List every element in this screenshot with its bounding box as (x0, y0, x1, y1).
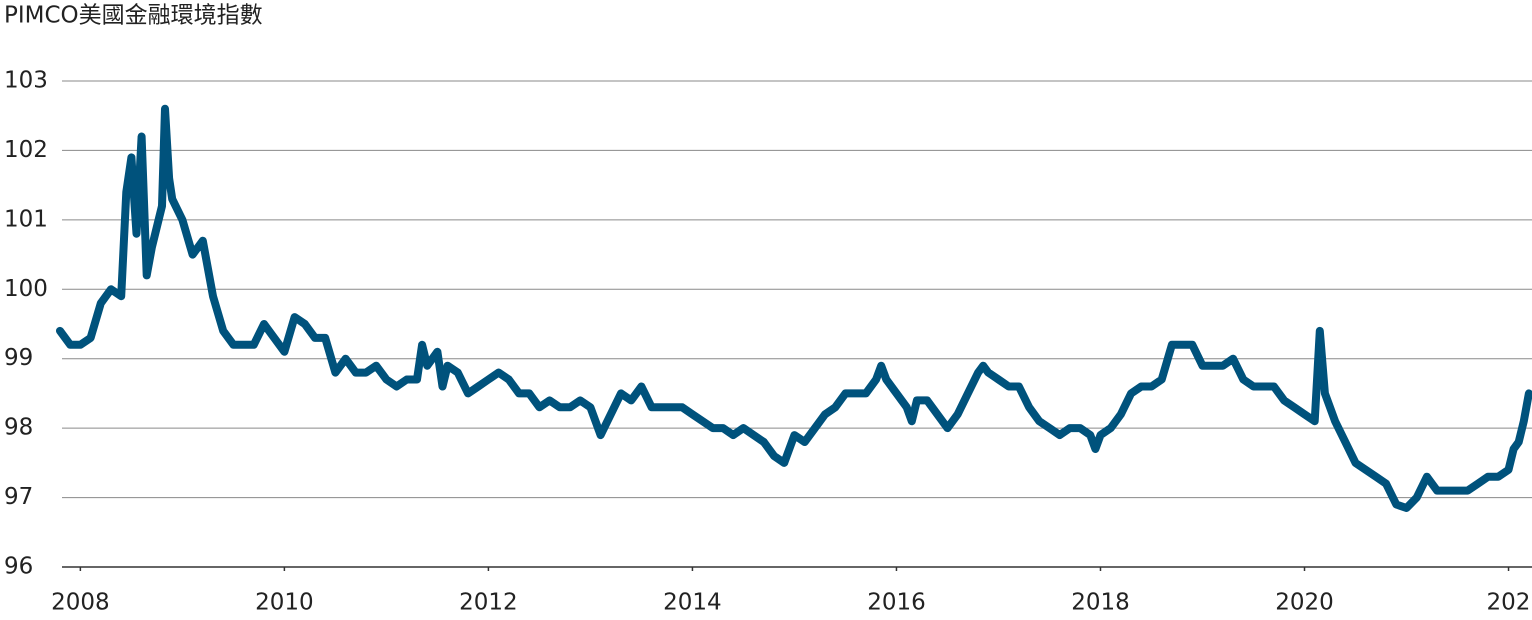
y-tick-label: 96 (4, 554, 33, 580)
y-tick-label: 98 (4, 415, 33, 441)
x-tick-label: 2008 (51, 590, 110, 616)
x-tick-label: 2016 (867, 590, 926, 616)
y-tick-label: 101 (4, 206, 48, 232)
y-tick-label: 99 (4, 345, 33, 371)
chart-title: PIMCO美國金融環境指數 (4, 3, 263, 29)
x-tick-label: 2022年 (1487, 590, 1532, 616)
y-tick-label: 103 (4, 68, 48, 94)
y-tick-label: 100 (4, 276, 48, 302)
y-tick-label: 97 (4, 484, 33, 510)
x-tick-label: 2018 (1071, 590, 1130, 616)
x-tick-label: 2014 (663, 590, 722, 616)
x-tick-label: 2012 (459, 590, 518, 616)
data-line (56, 104, 1532, 512)
x-tick-label: 2020 (1275, 590, 1334, 616)
x-tick-label: 2010 (255, 590, 314, 616)
y-tick-label: 102 (4, 137, 48, 163)
